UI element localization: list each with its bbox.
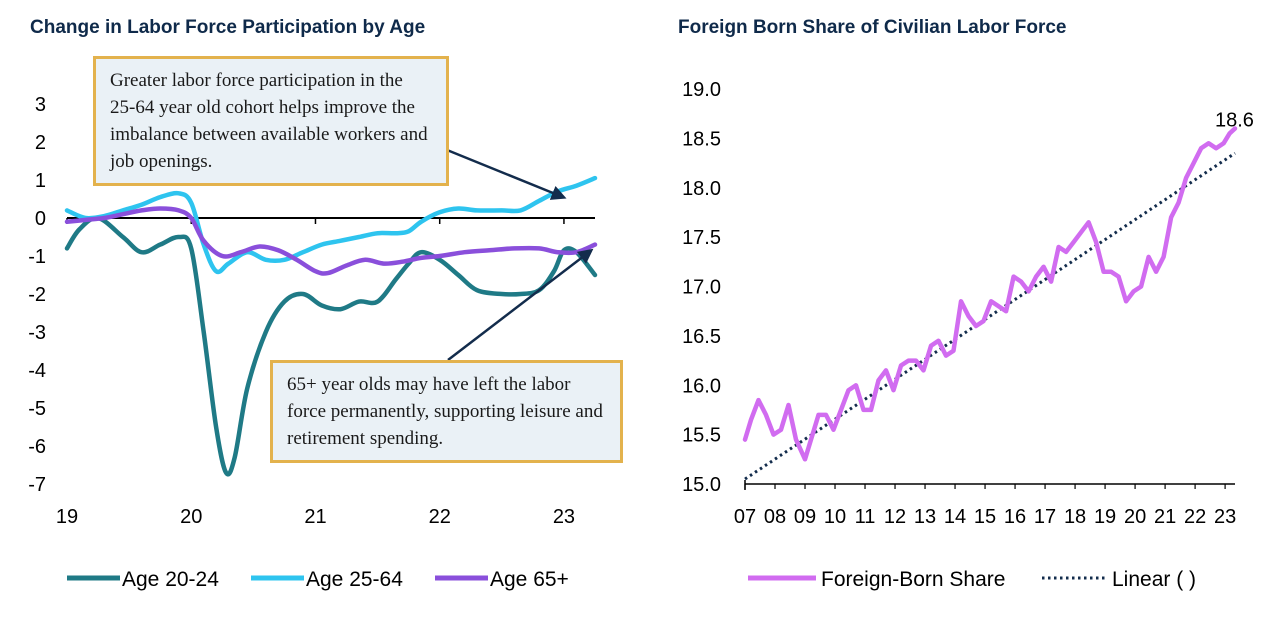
right-x-axis-ticks: 07 08 09 10 11 12 13 14 15 16 17 18 19 20 21 22 23 [734,506,1236,528]
right-y-tick-label: 18.0 [682,178,721,200]
right-y-tick-label: 15.0 [682,474,721,496]
annotation-arrow-25-64 [446,148,567,200]
right-x-tick-label: 08 [764,506,786,528]
series-line-age-20-24 [64,215,598,477]
series-line-foreign-born-share [742,126,1238,462]
legend-label-linear-trend: Linear ( ) [1112,568,1196,591]
left-y-tick-label: -7 [28,474,46,496]
left-x-tick-label: 21 [304,506,326,528]
right-x-tick-label: 07 [734,506,756,528]
left-legend: Age 20-24 Age 25-64 Age 65+ [67,568,569,591]
right-y-tick-label: 16.5 [682,326,721,348]
right-x-tick-label: 14 [944,506,966,528]
left-zero-axis [66,217,595,224]
right-x-tick-label: 20 [1124,506,1146,528]
right-y-tick-label: 17.0 [682,277,721,299]
left-x-tick-label: 19 [56,506,78,528]
series-line-linear-trend [744,151,1236,481]
right-x-tick-label: 16 [1004,506,1026,528]
left-chart-title: Change in Labor Force Participation by A… [30,17,425,38]
right-x-tick-label: 22 [1184,506,1206,528]
right-x-tick-label: 12 [884,506,906,528]
left-x-tick-label: 20 [180,506,202,528]
right-y-tick-label: 19.0 [682,79,721,101]
right-chart-title: Foreign Born Share of Civilian Labor For… [678,17,1067,38]
right-y-tick-label: 16.0 [682,375,721,397]
left-x-axis-ticks: 19 20 21 22 23 [56,506,575,528]
right-x-tick-label: 17 [1034,506,1056,528]
left-y-tick-label: 0 [35,208,46,230]
annotation-arrow-65-plus [447,248,594,361]
annotation-text-65-plus: 65+ year olds may have left the labor fo… [287,374,603,449]
left-y-tick-label: -1 [28,246,46,268]
right-series-group [742,126,1238,481]
annotation-text-25-64: Greater labor force participation in the… [110,70,428,172]
left-y-axis-ticks: 3 2 1 0 -1 -2 -3 -4 -5 -6 -7 [28,94,46,496]
left-y-tick-label: 2 [35,132,46,154]
annotation-box-65-plus: 65+ year olds may have left the labor fo… [270,360,623,463]
right-x-tick-label: 23 [1214,506,1236,528]
right-x-tick-label: 11 [855,506,876,528]
legend-label-age-65: Age 65+ [490,568,569,591]
legend-label-age-25-64: Age 25-64 [306,568,403,591]
left-y-tick-label: -6 [28,436,46,458]
left-series-group [64,175,598,477]
left-y-tick-label: 1 [35,170,46,192]
right-y-axis-ticks: 19.0 18.5 18.0 17.5 17.0 16.5 16.0 15.5 15.0 [682,79,721,496]
annotation-box-25-64: Greater labor force participation in the… [93,56,449,186]
right-x-tick-label: 19 [1094,506,1116,528]
right-y-tick-label: 17.5 [682,227,721,249]
right-x-tick-label: 09 [794,506,816,528]
right-end-data-label: 18.6 [1215,110,1254,132]
legend-label-age-20-24: Age 20-24 [122,568,219,591]
right-x-tick-label: 10 [824,506,846,528]
left-y-tick-label: -3 [28,322,46,344]
legend-label-foreign-born-share: Foreign-Born Share [821,568,1005,591]
left-y-tick-label: -2 [28,284,46,306]
right-axis-lines [744,480,1235,490]
series-line-age-25-64 [64,175,598,275]
annotation-arrows [446,148,594,361]
left-y-tick-label: 3 [35,94,46,116]
right-y-tick-label: 15.5 [682,425,721,447]
right-x-tick-label: 21 [1154,506,1176,528]
right-x-tick-label: 15 [974,506,996,528]
right-legend: Foreign-Born Share Linear ( ) [748,568,1196,591]
right-x-tick-label: 13 [914,506,936,528]
left-x-tick-label: 23 [553,506,575,528]
left-y-tick-label: -5 [28,398,46,420]
right-y-tick-label: 18.5 [682,128,721,150]
right-x-tick-label: 18 [1064,506,1086,528]
series-line-age-65 [64,206,598,276]
left-x-tick-label: 22 [429,506,451,528]
left-y-tick-label: -4 [28,360,46,382]
